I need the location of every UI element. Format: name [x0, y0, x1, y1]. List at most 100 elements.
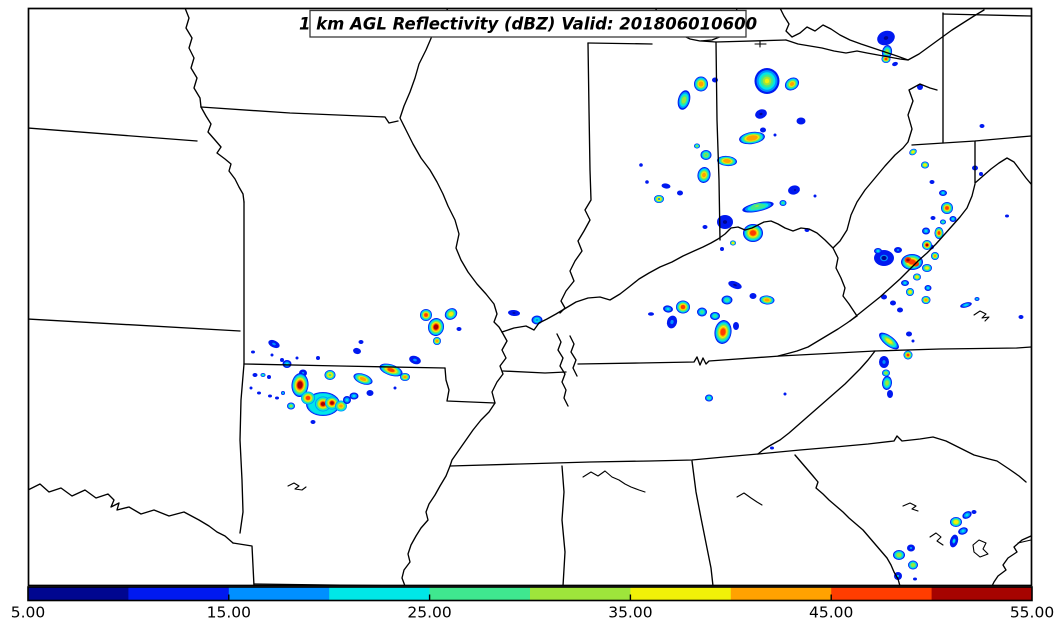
radar-cell: [760, 127, 766, 133]
radar-cell: [700, 150, 712, 160]
mi-erie-shore-north: [779, 8, 985, 61]
colorbar-segment: [630, 587, 732, 601]
radar-cell: [677, 190, 683, 196]
radar-cell: [697, 307, 707, 317]
radar-cell: [310, 420, 316, 424]
mo-ar-border: [243, 363, 446, 369]
radar-cell: [325, 396, 339, 410]
radar-cell: [316, 356, 320, 360]
colorbar-tick-label: 5.00: [11, 604, 46, 622]
radar-cell: [779, 200, 787, 206]
radar-cell: [922, 227, 930, 235]
radar-cell: [287, 402, 295, 410]
radar-cell: [349, 392, 359, 400]
radar-cell: [733, 322, 739, 330]
colorbar-segment: [228, 587, 330, 601]
radar-cell: [906, 331, 912, 337]
radar-cell: [267, 375, 271, 379]
radar-cell: [893, 550, 905, 560]
radar-cell: [291, 373, 309, 397]
radar-cell: [874, 248, 882, 254]
radar-cell: [879, 332, 899, 350]
radar-cell: [639, 163, 643, 167]
radar-cells-layer: [249, 30, 1024, 581]
va-new-river: [973, 310, 990, 322]
nc-sc-ga-border: [757, 435, 1027, 483]
radar-cell: [249, 386, 253, 390]
radar-cell: [654, 195, 664, 203]
radar-cell: [906, 288, 914, 296]
radar-cell: [950, 517, 962, 527]
mi-in-border: [587, 42, 653, 45]
tn-south-border: [449, 453, 759, 467]
radar-cell: [930, 216, 936, 220]
radar-cell: [433, 337, 441, 345]
radar-cell: [697, 167, 711, 183]
radar-cell: [648, 312, 654, 316]
radar-cell: [268, 394, 272, 398]
coosa-river: [736, 492, 763, 506]
radar-cell: [720, 247, 724, 251]
radar-cell: [754, 68, 780, 94]
lake-moultrie: [929, 532, 944, 546]
radar-cell: [887, 390, 893, 398]
radar-cell: [694, 143, 700, 149]
radar-cell: [295, 356, 299, 360]
mi-oh-border: [700, 39, 787, 43]
radar-cell: [456, 327, 462, 331]
map-frame: [27, 7, 1033, 587]
radar-cell: [759, 295, 775, 305]
title-box: 1 km AGL Reflectivity (dBZ) Valid: 20180…: [299, 9, 757, 38]
radar-cell: [301, 391, 315, 405]
wv-md-potomac: [974, 140, 1032, 185]
ms-al-border: [561, 465, 566, 586]
tennessee-river-al: [582, 470, 646, 493]
radar-cell: [960, 302, 972, 308]
lake-marion: [972, 539, 989, 558]
colorbar-outline: [27, 586, 1033, 602]
radar-cell: [343, 396, 351, 404]
radar-cell: [280, 358, 284, 362]
radar-cell: [268, 339, 280, 349]
radar-cell: [705, 394, 713, 402]
lake-murray: [902, 502, 919, 512]
radar-cell: [676, 300, 690, 314]
radar-cell: [791, 186, 799, 194]
radar-cell: [939, 190, 947, 196]
radar-cell: [894, 247, 902, 253]
radar-cell: [979, 172, 983, 176]
colorbar-segment: [831, 587, 933, 601]
ne-ia-missouri-river: [184, 8, 202, 108]
radar-cell: [282, 360, 292, 368]
radar-cell: [907, 544, 915, 552]
radar-cell: [358, 340, 364, 344]
red-river-ok-tx: [28, 483, 234, 544]
colorbar-segment: [730, 587, 832, 601]
radar-cell: [730, 240, 736, 246]
colorbar-segment: [128, 587, 230, 601]
radar-cell: [934, 227, 944, 239]
radar-cell: [353, 373, 373, 385]
colorbar-segment: [931, 587, 1033, 601]
radar-cell: [444, 308, 458, 320]
colorbar-segment: [530, 587, 631, 601]
radar-cell: [755, 109, 767, 119]
radar-cell: [931, 252, 939, 260]
radar-cell: [666, 315, 678, 329]
radar-cell: [911, 339, 915, 343]
radar-cell: [728, 280, 742, 290]
kentucky-lake: [556, 333, 569, 407]
radar-cell: [275, 396, 279, 400]
radar-cell: [508, 309, 520, 317]
radar-cell: [921, 296, 931, 304]
radar-cell: [366, 390, 374, 396]
colorbar-tick-label: 15.00: [207, 604, 251, 622]
radar-cell: [903, 350, 913, 360]
radar-cell: [784, 77, 800, 91]
radar-cell: [879, 356, 889, 368]
ky-va-border: [777, 315, 858, 357]
radar-cell: [739, 131, 765, 145]
colorbar-tick-label: 25.00: [407, 604, 451, 622]
ok-ar-border: [239, 363, 245, 534]
radar-cell: [940, 219, 946, 225]
